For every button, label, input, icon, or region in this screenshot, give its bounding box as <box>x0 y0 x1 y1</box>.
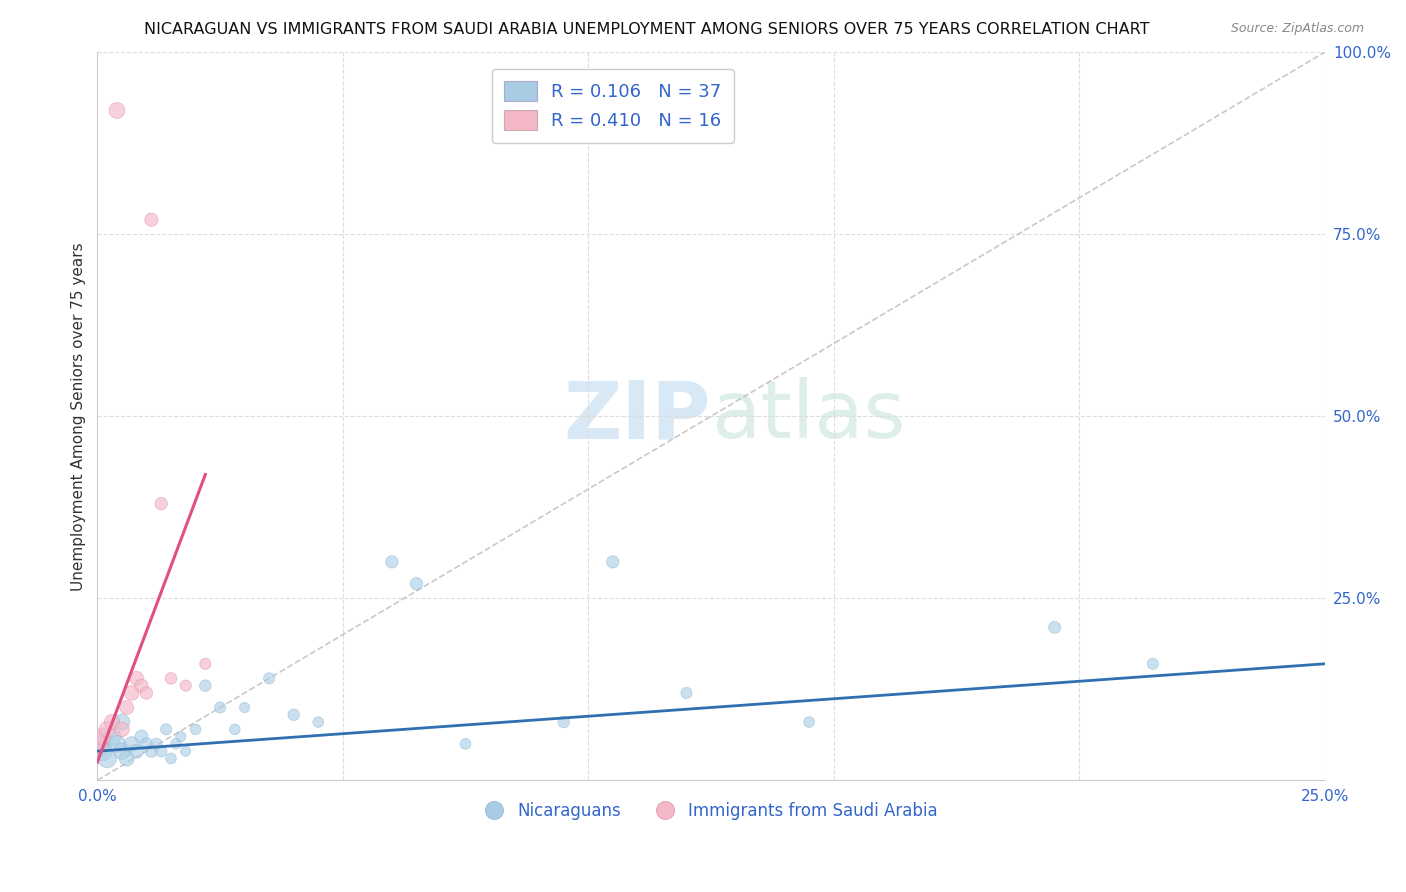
Point <box>602 555 624 569</box>
Point <box>86 737 108 751</box>
Point <box>111 744 134 758</box>
Point <box>105 737 128 751</box>
Point <box>150 497 173 511</box>
Point <box>101 730 124 744</box>
Point <box>160 751 183 765</box>
Point <box>209 700 232 714</box>
Point <box>135 686 157 700</box>
Point <box>307 714 329 729</box>
Point <box>224 723 246 737</box>
Point <box>1043 620 1066 634</box>
Point <box>111 723 134 737</box>
Point <box>101 714 124 729</box>
Point <box>135 737 157 751</box>
Point <box>454 737 477 751</box>
Point <box>381 555 404 569</box>
Point <box>675 686 697 700</box>
Legend: Nicaraguans, Immigrants from Saudi Arabia: Nicaraguans, Immigrants from Saudi Arabi… <box>478 796 945 827</box>
Point <box>405 576 427 591</box>
Point <box>115 700 138 714</box>
Point <box>194 657 217 671</box>
Point <box>125 672 148 686</box>
Point <box>194 679 217 693</box>
Y-axis label: Unemployment Among Seniors over 75 years: Unemployment Among Seniors over 75 years <box>72 242 86 591</box>
Point <box>141 212 163 227</box>
Point <box>121 737 143 751</box>
Point <box>155 723 177 737</box>
Point <box>184 723 207 737</box>
Text: atlas: atlas <box>711 377 905 455</box>
Point <box>170 730 193 744</box>
Text: NICARAGUAN VS IMMIGRANTS FROM SAUDI ARABIA UNEMPLOYMENT AMONG SENIORS OVER 75 YE: NICARAGUAN VS IMMIGRANTS FROM SAUDI ARAB… <box>143 22 1150 37</box>
Point <box>86 737 108 751</box>
Point <box>115 751 138 765</box>
Point <box>283 707 305 722</box>
Point <box>141 744 163 758</box>
Point <box>160 672 183 686</box>
Point <box>174 744 197 758</box>
Point <box>174 679 197 693</box>
Point <box>105 103 128 118</box>
Point <box>91 730 114 744</box>
Point <box>257 672 280 686</box>
Text: ZIP: ZIP <box>564 377 711 455</box>
Point <box>799 714 821 729</box>
Point <box>165 737 187 751</box>
Point <box>150 744 173 758</box>
Point <box>125 744 148 758</box>
Text: Source: ZipAtlas.com: Source: ZipAtlas.com <box>1230 22 1364 36</box>
Point <box>1142 657 1164 671</box>
Point <box>91 744 114 758</box>
Point <box>131 730 153 744</box>
Point <box>121 686 143 700</box>
Point <box>233 700 256 714</box>
Point <box>96 751 118 765</box>
Point <box>131 679 153 693</box>
Point <box>553 714 575 729</box>
Point <box>96 723 118 737</box>
Point <box>111 714 134 729</box>
Point <box>145 737 167 751</box>
